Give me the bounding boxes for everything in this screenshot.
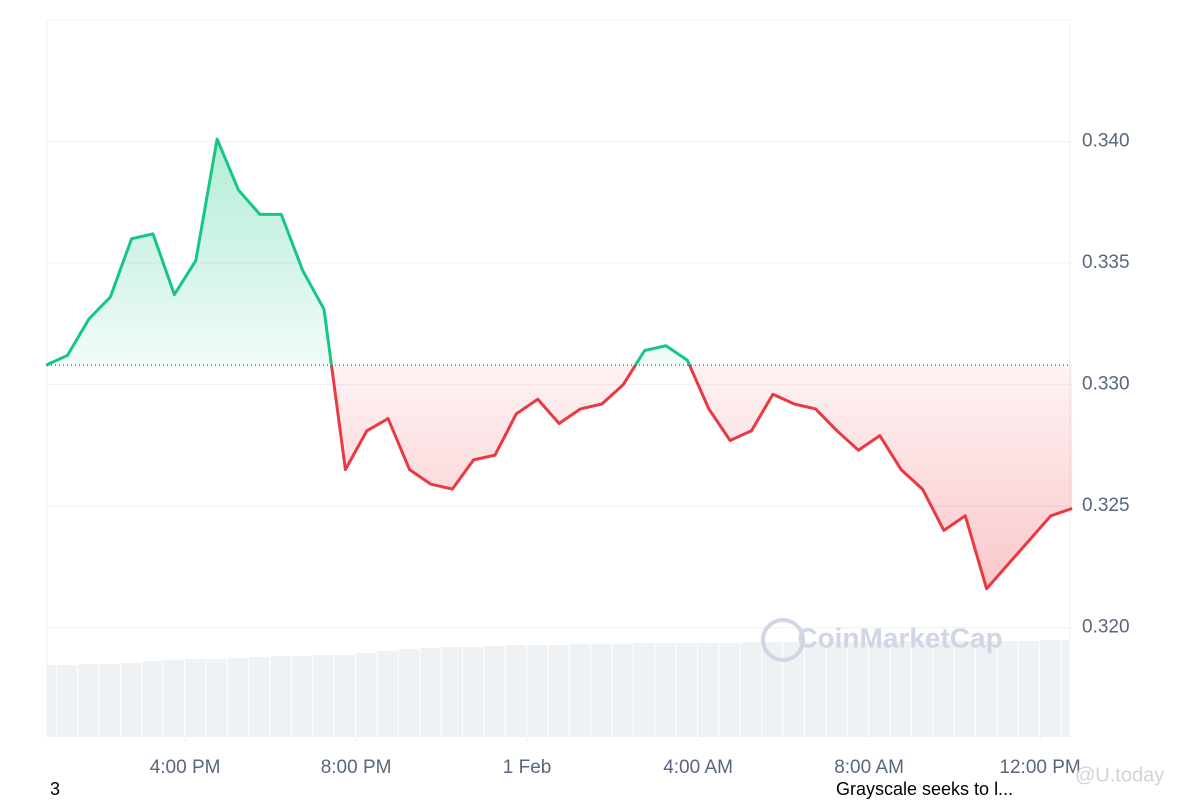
area-fill (46, 139, 1073, 589)
volume-bar (334, 655, 356, 737)
x-tick-label: 12:00 PM (999, 757, 1080, 778)
watermark-logo (761, 618, 805, 662)
volume-bar (548, 645, 569, 737)
x-tick-label: 4:00 AM (663, 757, 733, 778)
price-line (45, 137, 1073, 591)
volume-bar (1040, 640, 1061, 737)
x-tick-label: 8:00 PM (321, 757, 392, 778)
y-tick-label: 0.340 (1082, 131, 1130, 152)
volume-bar (719, 643, 740, 737)
volume-bar (270, 656, 291, 737)
volume-bar (313, 655, 334, 737)
volume-bar (142, 661, 163, 737)
watermark: CoinMarketCap (797, 622, 1002, 653)
volume-bar (1018, 641, 1040, 737)
volume-bar (975, 641, 997, 737)
volume-bar (377, 651, 398, 737)
volume-bar (933, 641, 954, 737)
volume-bar (398, 649, 420, 737)
x-tick-label: 1 Feb (503, 757, 552, 778)
volume-bar (826, 642, 847, 737)
volume-bar (698, 643, 719, 737)
volume-bar (462, 647, 484, 737)
volume-bar (484, 646, 505, 737)
y-tick-label: 0.330 (1082, 374, 1130, 395)
volume-bar (206, 659, 227, 737)
y-tick-label: 0.320 (1082, 617, 1130, 638)
volume-bar (185, 659, 206, 737)
volume-bar (227, 658, 249, 737)
volume-bar (783, 642, 804, 737)
volume-bar (56, 665, 78, 737)
volume-bar (249, 657, 270, 737)
volume-bar (78, 664, 99, 737)
footer-news: Grayscale seeks to l... (836, 779, 1013, 799)
volume-bar (420, 648, 441, 737)
y-tick-label: 0.335 (1082, 252, 1130, 273)
volume-bar (163, 660, 185, 737)
volume-bar (804, 642, 826, 737)
volume-bar (291, 656, 313, 737)
volume-bar (591, 644, 612, 737)
volume-bar (676, 643, 698, 737)
volume-bar (740, 642, 762, 737)
volume-bar (890, 641, 911, 737)
volume-bar (569, 644, 591, 737)
x-tick-label: 8:00 AM (834, 757, 904, 778)
volume-bar (120, 663, 142, 737)
volume-bar (1061, 640, 1069, 737)
footer-left: 3 (50, 779, 60, 799)
volume-bar (954, 641, 975, 737)
volume-bar (997, 641, 1018, 737)
volume-bar (762, 642, 783, 737)
volume-bar (612, 644, 633, 737)
volume-bar (356, 653, 377, 737)
volume-bar (505, 645, 527, 737)
volume-bar (655, 643, 676, 737)
volume-bar (847, 642, 869, 737)
volume-bar (47, 665, 56, 737)
volume-bar (441, 647, 462, 737)
volume-bar (99, 664, 120, 737)
x-tick-label: 4:00 PM (150, 757, 221, 778)
volume-bar (527, 645, 548, 737)
volume-bar (911, 641, 933, 737)
y-tick-label: 0.325 (1082, 495, 1130, 516)
volume-bar (633, 643, 655, 737)
volume-bar (869, 642, 890, 737)
source-watermark: @U.today (1075, 764, 1164, 786)
